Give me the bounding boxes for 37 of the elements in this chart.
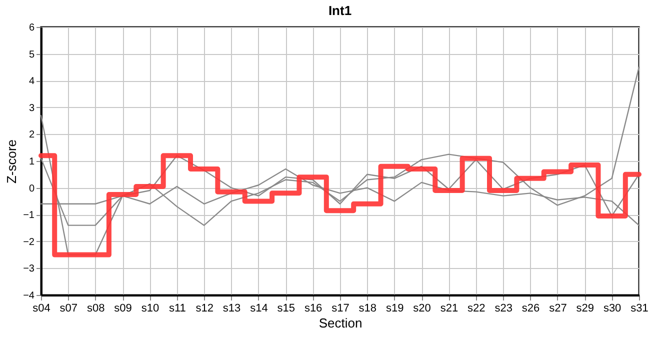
x-tick-label: s16 (304, 302, 322, 314)
x-tick-label: s26 (522, 302, 540, 314)
y-tick-label: −1 (23, 210, 35, 222)
x-tick-label: s15 (277, 302, 296, 314)
x-tick-label: s18 (358, 302, 377, 314)
x-tick-label: s12 (196, 302, 214, 314)
x-tick-label: s22 (468, 302, 486, 314)
x-tick-label: s10 (141, 302, 160, 314)
x-tick-label: s17 (332, 302, 350, 314)
x-axis-title: Section (318, 316, 362, 330)
x-tick-label: s07 (60, 302, 78, 314)
x-tick-label: s27 (549, 302, 567, 314)
x-tick-label: s30 (603, 302, 622, 314)
x-tick-label: s20 (413, 302, 431, 314)
y-tick-label: 4 (28, 76, 35, 88)
x-tick-label: s11 (168, 302, 186, 314)
x-tick-label: s09 (114, 302, 132, 314)
x-tick-label: s19 (386, 302, 404, 314)
y-tick-label: 1 (28, 156, 35, 168)
x-tick-label: s14 (250, 302, 268, 314)
y-tick-label: −2 (23, 236, 35, 248)
y-tick-label: −4 (23, 290, 35, 302)
x-tick-label: s21 (440, 302, 458, 314)
y-tick-label: 2 (28, 130, 35, 141)
x-tick-label: s08 (86, 302, 105, 314)
x-tick-label: s23 (494, 302, 512, 314)
y-tick-label: 0 (28, 183, 35, 194)
x-tick-label: s04 (32, 302, 50, 314)
x-tick-label: s31 (630, 302, 648, 314)
x-tick-label: s13 (222, 302, 241, 314)
y-tick-label: 6 (28, 22, 35, 34)
chart-title: Int1 (328, 3, 352, 18)
x-tick-label: s29 (576, 302, 594, 314)
y-axis-title: Z-score (4, 139, 20, 184)
y-tick-label: 5 (28, 49, 35, 60)
y-tick-label: −3 (23, 264, 35, 275)
y-tick-label: 3 (28, 102, 35, 114)
